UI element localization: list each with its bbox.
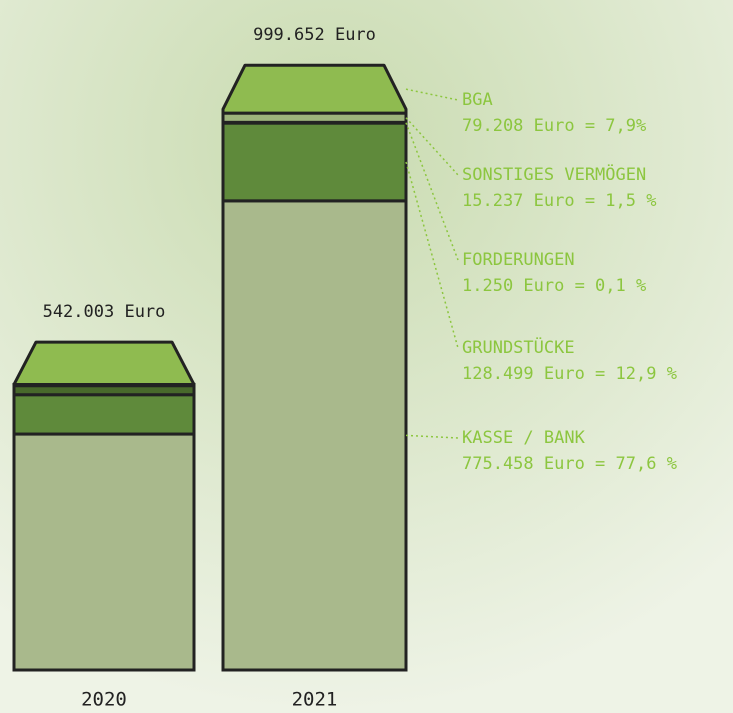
- total-label: 999.652 Euro: [253, 25, 376, 45]
- segment: [223, 65, 406, 113]
- x-tick-label: 2021: [292, 689, 338, 711]
- x-tick-label: 2020: [81, 689, 127, 711]
- value-label: 775.458 Euro = 77,6 %: [462, 454, 677, 474]
- legend-label: GRUNDSTÜCKE: [462, 336, 575, 358]
- legend-label: KASSE / BANK: [462, 428, 586, 448]
- value-label: 1.250 Euro = 0,1 %: [462, 276, 646, 296]
- value-label: 15.237 Euro = 1,5 %: [462, 191, 656, 211]
- segment: [14, 342, 194, 384]
- value-label: 128.499 Euro = 12,9 %: [462, 364, 677, 384]
- legend-label: SONSTIGES VERMÖGEN: [462, 163, 646, 185]
- segment: [223, 123, 406, 201]
- chart: 542.003 Euro 2020 999.652 Euro 2021 KASSE / …: [0, 0, 733, 713]
- segment: [14, 434, 194, 670]
- segment: [14, 395, 194, 434]
- segment: [223, 201, 406, 670]
- legend-label: BGA: [462, 90, 493, 110]
- total-label: 542.003 Euro: [43, 302, 166, 322]
- value-label: 79.208 Euro = 7,9%: [462, 116, 646, 136]
- legend-label: FORDERUNGEN: [462, 250, 575, 270]
